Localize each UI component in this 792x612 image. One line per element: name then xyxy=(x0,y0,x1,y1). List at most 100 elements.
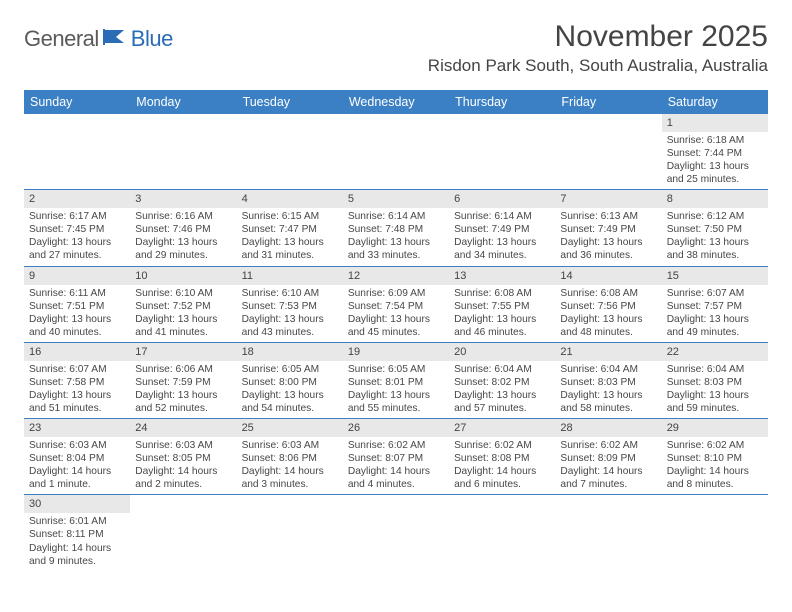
sunrise-text: Sunrise: 6:11 AM xyxy=(29,287,125,300)
calendar-row: 30Sunrise: 6:01 AMSunset: 8:11 PMDayligh… xyxy=(24,495,768,570)
day-body: Sunrise: 6:09 AMSunset: 7:54 PMDaylight:… xyxy=(343,285,449,342)
day-number: 24 xyxy=(130,419,236,437)
day-number: 1 xyxy=(662,114,768,132)
weekday-header-cell: Thursday xyxy=(449,90,555,114)
day-number: 29 xyxy=(662,419,768,437)
daylight-text: Daylight: 13 hours and 45 minutes. xyxy=(348,313,444,339)
flag-icon xyxy=(102,27,128,52)
day-body: Sunrise: 6:04 AMSunset: 8:03 PMDaylight:… xyxy=(662,361,768,418)
calendar-cell: 26Sunrise: 6:02 AMSunset: 8:07 PMDayligh… xyxy=(343,419,449,494)
daylight-text: Daylight: 13 hours and 57 minutes. xyxy=(454,389,550,415)
calendar-cell: 17Sunrise: 6:06 AMSunset: 7:59 PMDayligh… xyxy=(130,343,236,418)
day-number: 18 xyxy=(237,343,343,361)
day-body: Sunrise: 6:04 AMSunset: 8:02 PMDaylight:… xyxy=(449,361,555,418)
calendar-cell-empty xyxy=(24,114,130,189)
day-number: 23 xyxy=(24,419,130,437)
daylight-text: Daylight: 14 hours and 2 minutes. xyxy=(135,465,231,491)
day-body: Sunrise: 6:03 AMSunset: 8:06 PMDaylight:… xyxy=(237,437,343,494)
calendar-cell: 10Sunrise: 6:10 AMSunset: 7:52 PMDayligh… xyxy=(130,267,236,342)
sunset-text: Sunset: 8:03 PM xyxy=(560,376,656,389)
day-body: Sunrise: 6:03 AMSunset: 8:05 PMDaylight:… xyxy=(130,437,236,494)
sunset-text: Sunset: 8:09 PM xyxy=(560,452,656,465)
sunset-text: Sunset: 8:03 PM xyxy=(667,376,763,389)
sunset-text: Sunset: 7:46 PM xyxy=(135,223,231,236)
weekday-header-cell: Sunday xyxy=(24,90,130,114)
calendar-row: 2Sunrise: 6:17 AMSunset: 7:45 PMDaylight… xyxy=(24,190,768,266)
day-number: 10 xyxy=(130,267,236,285)
calendar-cell-empty xyxy=(237,114,343,189)
day-number: 8 xyxy=(662,190,768,208)
daylight-text: Daylight: 13 hours and 43 minutes. xyxy=(242,313,338,339)
calendar-cell-empty xyxy=(130,495,236,570)
day-body: Sunrise: 6:16 AMSunset: 7:46 PMDaylight:… xyxy=(130,208,236,265)
day-number: 13 xyxy=(449,267,555,285)
day-number: 25 xyxy=(237,419,343,437)
sunrise-text: Sunrise: 6:14 AM xyxy=(454,210,550,223)
day-number: 2 xyxy=(24,190,130,208)
sunset-text: Sunset: 7:49 PM xyxy=(454,223,550,236)
header-row: General Blue November 2025 Risdon Park S… xyxy=(24,20,768,76)
daylight-text: Daylight: 13 hours and 51 minutes. xyxy=(29,389,125,415)
daylight-text: Daylight: 14 hours and 7 minutes. xyxy=(560,465,656,491)
daylight-text: Daylight: 13 hours and 58 minutes. xyxy=(560,389,656,415)
calendar-cell-empty xyxy=(343,495,449,570)
calendar-cell: 20Sunrise: 6:04 AMSunset: 8:02 PMDayligh… xyxy=(449,343,555,418)
daylight-text: Daylight: 14 hours and 3 minutes. xyxy=(242,465,338,491)
sunrise-text: Sunrise: 6:02 AM xyxy=(560,439,656,452)
daylight-text: Daylight: 13 hours and 29 minutes. xyxy=(135,236,231,262)
sunset-text: Sunset: 8:08 PM xyxy=(454,452,550,465)
sunset-text: Sunset: 7:49 PM xyxy=(560,223,656,236)
sunrise-text: Sunrise: 6:02 AM xyxy=(454,439,550,452)
logo: General Blue xyxy=(24,26,173,52)
sunset-text: Sunset: 8:00 PM xyxy=(242,376,338,389)
day-number: 20 xyxy=(449,343,555,361)
daylight-text: Daylight: 13 hours and 27 minutes. xyxy=(29,236,125,262)
calendar-cell: 2Sunrise: 6:17 AMSunset: 7:45 PMDaylight… xyxy=(24,190,130,265)
sunrise-text: Sunrise: 6:18 AM xyxy=(667,134,763,147)
day-number: 7 xyxy=(555,190,661,208)
sunset-text: Sunset: 8:11 PM xyxy=(29,528,125,541)
sunset-text: Sunset: 7:45 PM xyxy=(29,223,125,236)
sunset-text: Sunset: 7:57 PM xyxy=(667,300,763,313)
day-body: Sunrise: 6:02 AMSunset: 8:10 PMDaylight:… xyxy=(662,437,768,494)
sunrise-text: Sunrise: 6:06 AM xyxy=(135,363,231,376)
calendar-cell: 27Sunrise: 6:02 AMSunset: 8:08 PMDayligh… xyxy=(449,419,555,494)
sunrise-text: Sunrise: 6:03 AM xyxy=(242,439,338,452)
daylight-text: Daylight: 13 hours and 25 minutes. xyxy=(667,160,763,186)
calendar-cell: 14Sunrise: 6:08 AMSunset: 7:56 PMDayligh… xyxy=(555,267,661,342)
day-number: 12 xyxy=(343,267,449,285)
calendar-cell: 24Sunrise: 6:03 AMSunset: 8:05 PMDayligh… xyxy=(130,419,236,494)
weekday-header-cell: Monday xyxy=(130,90,236,114)
sunrise-text: Sunrise: 6:07 AM xyxy=(667,287,763,300)
day-body: Sunrise: 6:02 AMSunset: 8:08 PMDaylight:… xyxy=(449,437,555,494)
sunset-text: Sunset: 8:07 PM xyxy=(348,452,444,465)
day-body: Sunrise: 6:08 AMSunset: 7:56 PMDaylight:… xyxy=(555,285,661,342)
daylight-text: Daylight: 13 hours and 52 minutes. xyxy=(135,389,231,415)
daylight-text: Daylight: 13 hours and 31 minutes. xyxy=(242,236,338,262)
sunset-text: Sunset: 8:04 PM xyxy=(29,452,125,465)
daylight-text: Daylight: 13 hours and 41 minutes. xyxy=(135,313,231,339)
calendar-cell-empty xyxy=(237,495,343,570)
calendar-cell-empty xyxy=(662,495,768,570)
day-body: Sunrise: 6:14 AMSunset: 7:48 PMDaylight:… xyxy=(343,208,449,265)
calendar-cell: 4Sunrise: 6:15 AMSunset: 7:47 PMDaylight… xyxy=(237,190,343,265)
calendar-cell-empty xyxy=(555,495,661,570)
day-body: Sunrise: 6:10 AMSunset: 7:52 PMDaylight:… xyxy=(130,285,236,342)
sunrise-text: Sunrise: 6:05 AM xyxy=(242,363,338,376)
calendar-row: 9Sunrise: 6:11 AMSunset: 7:51 PMDaylight… xyxy=(24,267,768,343)
calendar-cell: 5Sunrise: 6:14 AMSunset: 7:48 PMDaylight… xyxy=(343,190,449,265)
day-body: Sunrise: 6:08 AMSunset: 7:55 PMDaylight:… xyxy=(449,285,555,342)
calendar-row: 16Sunrise: 6:07 AMSunset: 7:58 PMDayligh… xyxy=(24,343,768,419)
day-body: Sunrise: 6:05 AMSunset: 8:00 PMDaylight:… xyxy=(237,361,343,418)
sunrise-text: Sunrise: 6:03 AM xyxy=(29,439,125,452)
month-title: November 2025 xyxy=(428,20,768,54)
sunset-text: Sunset: 7:55 PM xyxy=(454,300,550,313)
calendar-cell: 13Sunrise: 6:08 AMSunset: 7:55 PMDayligh… xyxy=(449,267,555,342)
daylight-text: Daylight: 13 hours and 55 minutes. xyxy=(348,389,444,415)
calendar-cell: 22Sunrise: 6:04 AMSunset: 8:03 PMDayligh… xyxy=(662,343,768,418)
day-number: 4 xyxy=(237,190,343,208)
day-body: Sunrise: 6:12 AMSunset: 7:50 PMDaylight:… xyxy=(662,208,768,265)
day-number: 26 xyxy=(343,419,449,437)
day-number: 21 xyxy=(555,343,661,361)
sunrise-text: Sunrise: 6:03 AM xyxy=(135,439,231,452)
